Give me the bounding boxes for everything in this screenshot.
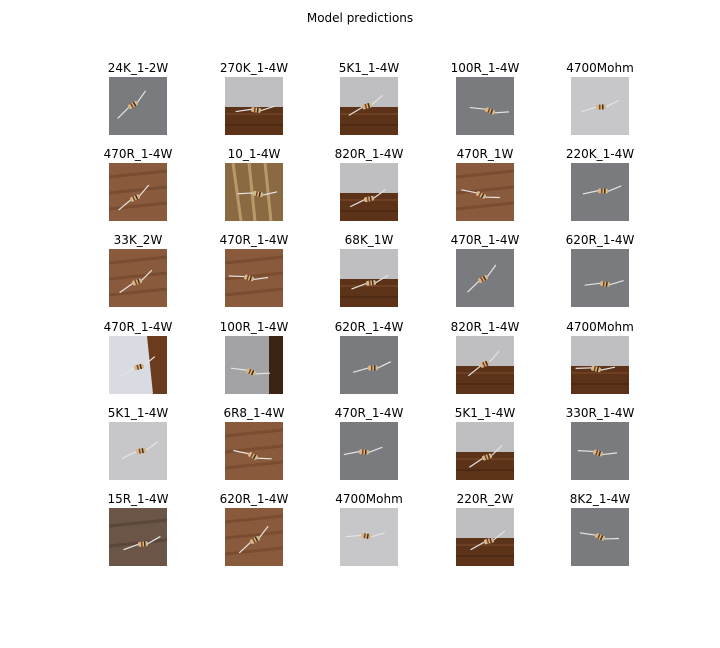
figure-title: Model predictions (306, 11, 414, 25)
prediction-label: 5K1_1-4W (454, 406, 516, 420)
prediction-label: 100R_1-4W (219, 320, 289, 334)
resistor-photo (225, 163, 283, 221)
prediction-cell: 100R_1-4W (427, 61, 543, 141)
resistor-photo (340, 508, 398, 566)
prediction-label: 33K_2W (113, 233, 163, 247)
prediction-label: 6R8_1-4W (223, 406, 285, 420)
resistor-photo (571, 422, 629, 480)
resistor-photo (225, 422, 283, 480)
prediction-label: 68K_1W (344, 233, 394, 247)
resistor-photo (456, 163, 514, 221)
prediction-label: 5K1_1-4W (107, 406, 169, 420)
prediction-label: 820R_1-4W (334, 147, 404, 161)
prediction-label: 620R_1-4W (334, 320, 404, 334)
prediction-label: 4700Mohm (566, 61, 634, 75)
prediction-cell: 470R_1-4W (80, 147, 196, 227)
prediction-label: 270K_1-4W (219, 61, 289, 75)
prediction-cell: 470R_1-4W (311, 406, 427, 486)
resistor-photo (225, 336, 283, 394)
prediction-label: 470R_1-4W (103, 147, 173, 161)
prediction-cell: 100R_1-4W (196, 320, 312, 400)
prediction-cell: 470R_1W (427, 147, 543, 227)
prediction-cell: 4700Mohm (542, 61, 658, 141)
prediction-label: 4700Mohm (335, 492, 403, 506)
prediction-cell: 4700Mohm (311, 492, 427, 572)
prediction-label: 470R_1-4W (334, 406, 404, 420)
resistor-photo (571, 163, 629, 221)
prediction-label: 220K_1-4W (565, 147, 635, 161)
resistor-photo (456, 249, 514, 307)
prediction-cell: 15R_1-4W (80, 492, 196, 572)
resistor-photo (571, 77, 629, 135)
prediction-label: 470R_1-4W (103, 320, 173, 334)
prediction-label: 220R_2W (456, 492, 514, 506)
prediction-label: 8K2_1-4W (569, 492, 631, 506)
prediction-label: 470R_1-4W (450, 233, 520, 247)
resistor-photo (456, 508, 514, 566)
prediction-cell: 5K1_1-4W (427, 406, 543, 486)
resistor-photo (109, 163, 167, 221)
prediction-cell: 620R_1-4W (311, 320, 427, 400)
prediction-cell: 820R_1-4W (311, 147, 427, 227)
prediction-cell: 24K_1-2W (80, 61, 196, 141)
prediction-label: 24K_1-2W (107, 61, 169, 75)
prediction-cell: 470R_1-4W (427, 233, 543, 313)
prediction-label: 100R_1-4W (450, 61, 520, 75)
prediction-cell: 270K_1-4W (196, 61, 312, 141)
prediction-label: 330R_1-4W (565, 406, 635, 420)
prediction-cell: 5K1_1-4W (311, 61, 427, 141)
prediction-cell: 4700Mohm (542, 320, 658, 400)
resistor-photo (225, 77, 283, 135)
prediction-cell: 5K1_1-4W (80, 406, 196, 486)
prediction-label: 15R_1-4W (107, 492, 169, 506)
prediction-label: 470R_1W (456, 147, 514, 161)
prediction-cell: 470R_1-4W (196, 233, 312, 313)
prediction-cell: 10_1-4W (196, 147, 312, 227)
resistor-photo (340, 77, 398, 135)
prediction-cell: 220R_2W (427, 492, 543, 572)
resistor-photo (109, 422, 167, 480)
prediction-label: 5K1_1-4W (338, 61, 400, 75)
resistor-photo (571, 249, 629, 307)
resistor-photo (571, 508, 629, 566)
resistor-photo (456, 336, 514, 394)
resistor-photo (109, 508, 167, 566)
resistor-photo (340, 249, 398, 307)
prediction-label: 620R_1-4W (565, 233, 635, 247)
prediction-label: 10_1-4W (227, 147, 281, 161)
resistor-photo (340, 163, 398, 221)
resistor-photo (456, 422, 514, 480)
prediction-cell: 470R_1-4W (80, 320, 196, 400)
prediction-cell: 8K2_1-4W (542, 492, 658, 572)
prediction-label: 620R_1-4W (219, 492, 289, 506)
resistor-photo (109, 336, 167, 394)
resistor-photo (340, 336, 398, 394)
prediction-cell: 33K_2W (80, 233, 196, 313)
prediction-label: 470R_1-4W (219, 233, 289, 247)
prediction-cell: 6R8_1-4W (196, 406, 312, 486)
prediction-cell: 620R_1-4W (542, 233, 658, 313)
resistor-photo (109, 77, 167, 135)
prediction-cell: 220K_1-4W (542, 147, 658, 227)
resistor-photo (109, 249, 167, 307)
prediction-cell: 330R_1-4W (542, 406, 658, 486)
prediction-label: 820R_1-4W (450, 320, 520, 334)
prediction-cell: 620R_1-4W (196, 492, 312, 572)
resistor-photo (340, 422, 398, 480)
resistor-photo (225, 508, 283, 566)
prediction-cell: 68K_1W (311, 233, 427, 313)
resistor-photo (225, 249, 283, 307)
prediction-cell: 820R_1-4W (427, 320, 543, 400)
resistor-photo (456, 77, 514, 135)
prediction-label: 4700Mohm (566, 320, 634, 334)
resistor-photo (571, 336, 629, 394)
